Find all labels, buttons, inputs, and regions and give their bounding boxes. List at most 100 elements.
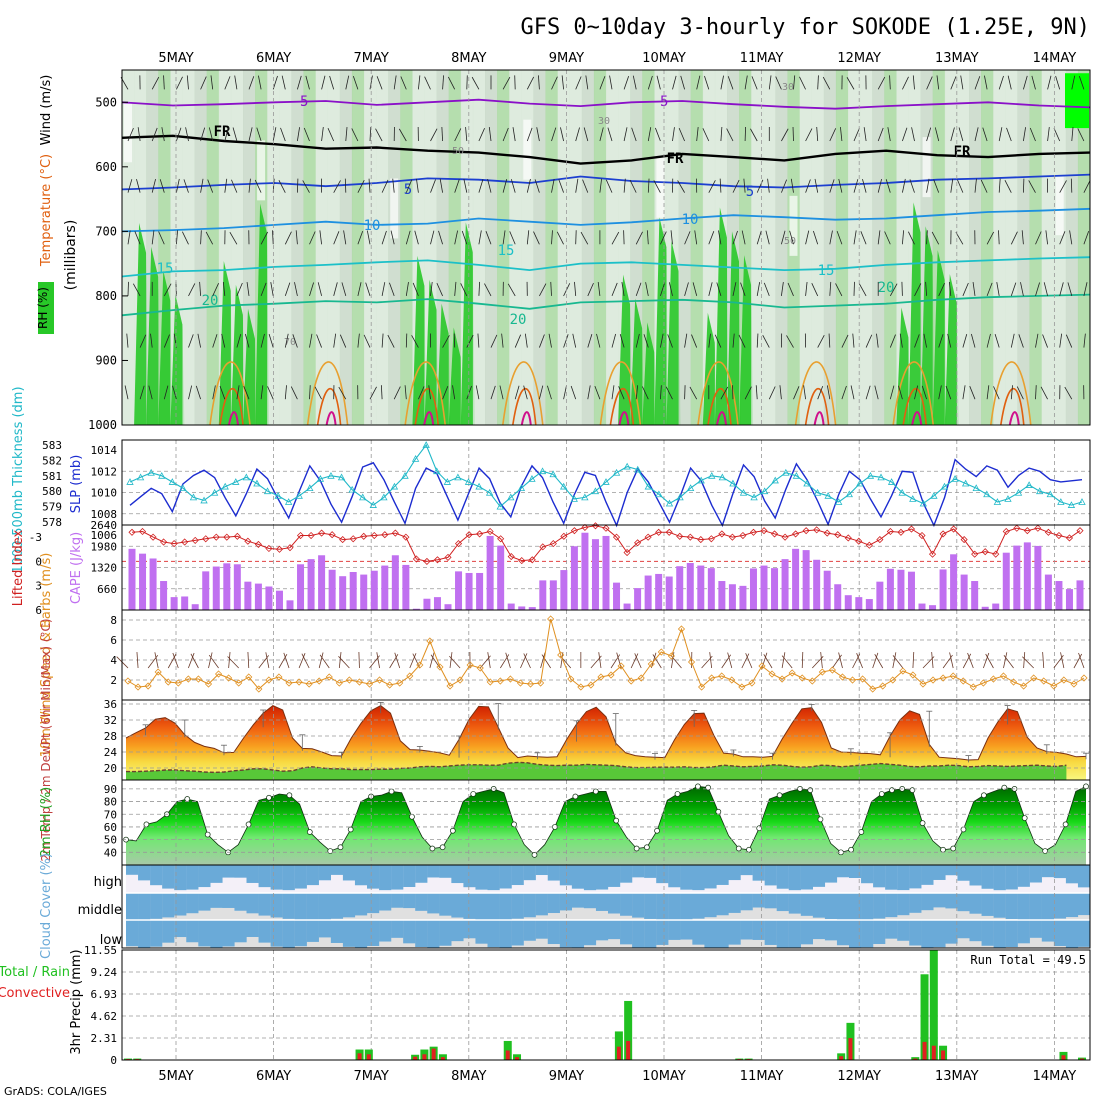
wind-barb [502, 230, 506, 245]
cape-bar [349, 572, 357, 610]
y-tick-label: 4.62 [91, 1010, 118, 1023]
wind-barb [475, 385, 480, 400]
wind-speed-point [919, 680, 927, 688]
cloud-bar [824, 893, 838, 920]
li-point [444, 553, 452, 561]
rh-point [950, 845, 957, 852]
li-point [286, 544, 294, 552]
rh-point [1021, 815, 1028, 821]
thickness-point [877, 473, 885, 481]
wind-speed-point [587, 681, 595, 689]
wind-barb [366, 230, 371, 245]
wind-barb [365, 282, 371, 297]
cape-bar [328, 569, 336, 610]
cape-bar [1055, 581, 1063, 610]
wind-barb [208, 127, 214, 142]
cloud-bar [595, 865, 609, 890]
thickness-point [591, 487, 600, 495]
x-tick-label: 8MAY [451, 1069, 486, 1084]
cape-bar [602, 535, 610, 610]
thickness-point [517, 484, 526, 492]
cape-bar [486, 535, 494, 610]
thickness-point [274, 491, 282, 499]
rh-band [291, 70, 304, 425]
wind-barb [550, 281, 552, 296]
wind-barb [183, 179, 189, 193]
cloud-bar [1053, 865, 1067, 879]
surface-wind-barb [487, 652, 491, 669]
wind-barb [587, 385, 591, 400]
cape-bar [433, 597, 441, 610]
wind-barb [430, 179, 436, 193]
cape-bar [665, 576, 673, 610]
wind-barb [284, 333, 289, 348]
rh-point [909, 787, 916, 793]
rh-band [569, 70, 583, 425]
cloud-bar [547, 893, 560, 914]
rh-legend-swatch [38, 282, 54, 334]
cape-bar [876, 581, 884, 610]
rh-band [448, 70, 462, 425]
wind-barb [199, 281, 201, 296]
wind-speed-point [838, 673, 847, 681]
thickness-point [221, 482, 229, 490]
wind-barb [1010, 333, 1015, 348]
cloud-bar [957, 920, 970, 939]
thickness-point [792, 471, 801, 479]
rh-line [125, 785, 1087, 856]
wind-barb [222, 281, 226, 296]
wind-barb [526, 127, 533, 142]
cape-bar [655, 573, 663, 610]
surface-wind-barb [338, 656, 350, 669]
cloud-bar [620, 920, 633, 945]
precip-conv-bar [626, 1040, 631, 1060]
cloud-bar [764, 893, 777, 909]
thickness-point [464, 478, 473, 485]
rh-band [1077, 70, 1091, 425]
cloud-bar [475, 893, 488, 920]
li-point [296, 531, 305, 540]
cloud-bar [1077, 893, 1091, 916]
cloud-bar [656, 893, 669, 920]
cloud-bar [776, 865, 789, 889]
panel-frame [121, 949, 1091, 1061]
wind-barb [986, 385, 990, 400]
cape-tick-label: 2640 [91, 519, 118, 532]
wind-barb [369, 126, 372, 142]
wind-barb [912, 75, 915, 90]
thickness-point [993, 498, 1002, 505]
cloud-bar [451, 865, 464, 884]
wind-barb [877, 127, 884, 142]
wind-barb [210, 75, 214, 90]
hot-contour [512, 387, 537, 426]
cloud-bar [427, 893, 440, 914]
rh-point [337, 844, 344, 851]
cape-bar [497, 545, 505, 610]
surface-wind-barb [985, 653, 994, 669]
wind-barb [556, 231, 564, 245]
thickness-point [835, 498, 843, 505]
wind-barb [860, 231, 867, 245]
cape-bar [823, 570, 831, 610]
rh-point [807, 787, 814, 793]
thickness-point [485, 488, 494, 496]
wind-barb [400, 76, 407, 90]
wind-barb [702, 128, 710, 142]
wind-barb [321, 75, 326, 90]
cape-bar [476, 572, 484, 610]
cape-bar [960, 574, 968, 610]
y-tick-label: 36 [104, 698, 117, 711]
hottest-contour [1008, 411, 1020, 426]
wind-barb [1010, 385, 1013, 400]
contour-label: 20 [878, 280, 895, 296]
wind-barb [781, 281, 784, 296]
wind-barb [172, 385, 177, 400]
surface-wind-barb [358, 651, 360, 669]
cloud-bar [680, 865, 693, 890]
wind-barb [926, 230, 928, 245]
cloud-bar [354, 893, 368, 916]
contour-label: 20 [202, 293, 219, 309]
thickness-point [898, 488, 906, 496]
li-point [549, 540, 557, 548]
li-point [634, 539, 642, 547]
